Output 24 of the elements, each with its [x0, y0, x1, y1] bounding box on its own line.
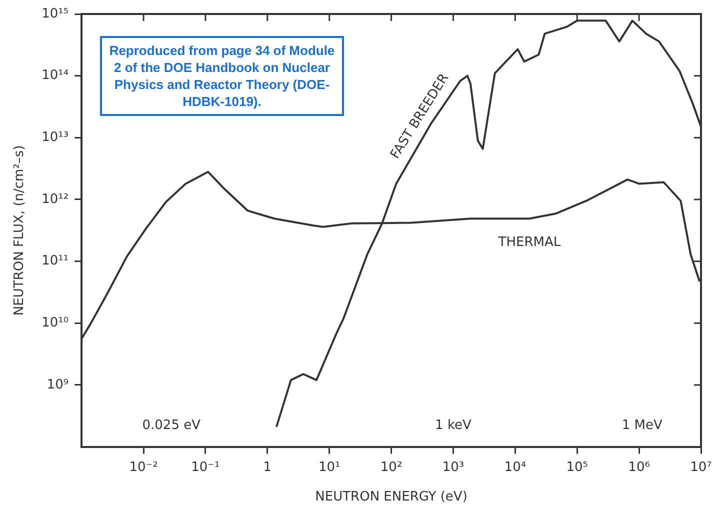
x-tick-label: 10²	[380, 460, 402, 475]
annotation: Reproduced from page 34 of Module 2 of the DOE Handbook on Nuclear Physics and Reactor Theory (DOE-HDBK-1019).	[100, 36, 344, 116]
annotation: 1 MeV	[622, 418, 663, 433]
x-tick-label: 10⁻²	[129, 460, 158, 475]
x-tick-label: 10⁴	[504, 460, 526, 475]
y-tick-label: 10¹²	[42, 192, 69, 207]
x-axis-title: NEUTRON ENERGY (eV)	[315, 490, 468, 505]
x-tick-label: 10³	[442, 460, 464, 475]
y-tick-label: 10¹⁵	[42, 6, 69, 22]
y-tick-label: 10¹³	[42, 130, 69, 146]
y-tick-label: 10⁹	[46, 377, 69, 392]
y-tick-label: 10¹⁰	[42, 316, 69, 331]
x-tick-label: 10⁷	[690, 460, 712, 475]
annotation: 0.025 eV	[142, 418, 201, 433]
y-axis-title: NEUTRON FLUX, (n/cm²–s)	[12, 145, 28, 316]
x-tick-label: 10⁻¹	[191, 460, 220, 475]
x-tick-label: 1	[263, 460, 272, 475]
series-label: THERMAL	[497, 235, 562, 250]
annotation: 1 keV	[435, 418, 472, 433]
x-tick-label: 10⁶	[628, 460, 650, 475]
x-tick-label: 10⁵	[566, 460, 588, 475]
y-tick-label: 10¹⁴	[42, 68, 69, 84]
y-tick-label: 10¹¹	[42, 254, 69, 269]
x-tick-label: 10¹	[318, 460, 340, 475]
